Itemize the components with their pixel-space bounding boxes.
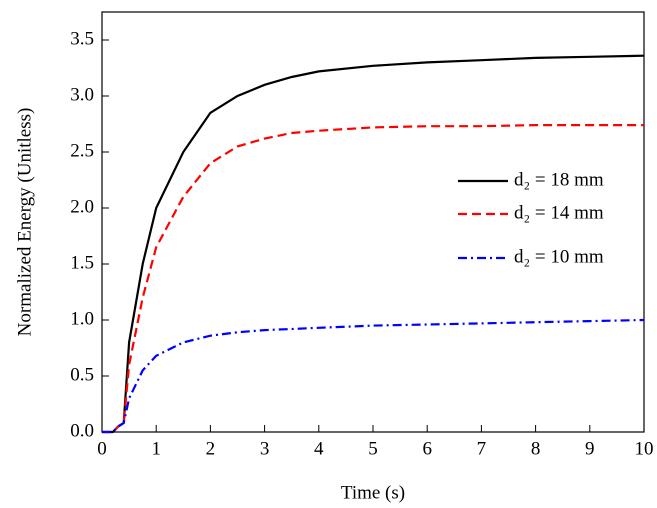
series-line [102,124,644,434]
legend-label: d₂ = 14 mm [514,202,604,223]
x-tick-label: 8 [531,438,541,459]
x-tick-label: 10 [635,438,654,459]
y-axis-label: Normalized Energy (Unitless) [14,108,35,337]
y-tick-label: 0.0 [70,420,94,441]
x-tick-label: 6 [422,438,432,459]
x-axis-label: Time (s) [341,482,405,503]
y-tick-label: 1.5 [70,252,94,273]
x-tick-label: 2 [206,438,216,459]
y-tick-label: 2.5 [70,140,94,161]
y-tick-label: 3.5 [70,28,94,49]
x-tick-label: 4 [314,438,324,459]
x-tick-label: 5 [368,438,378,459]
x-tick-label: 0 [97,438,107,459]
x-tick-label: 7 [477,438,487,459]
x-tick-label: 3 [260,438,270,459]
y-tick-label: 1.0 [70,308,94,329]
legend-label: d₂ = 18 mm [514,169,604,190]
legend-label: d₂ = 10 mm [514,246,604,267]
y-tick-label: 0.5 [70,364,94,385]
y-tick-label: 3.0 [70,84,94,105]
series-line [102,54,645,434]
y-tick-label: 2.0 [70,196,94,217]
x-tick-label: 1 [151,438,161,459]
x-tick-label: 9 [585,438,595,459]
series-line [102,318,645,434]
